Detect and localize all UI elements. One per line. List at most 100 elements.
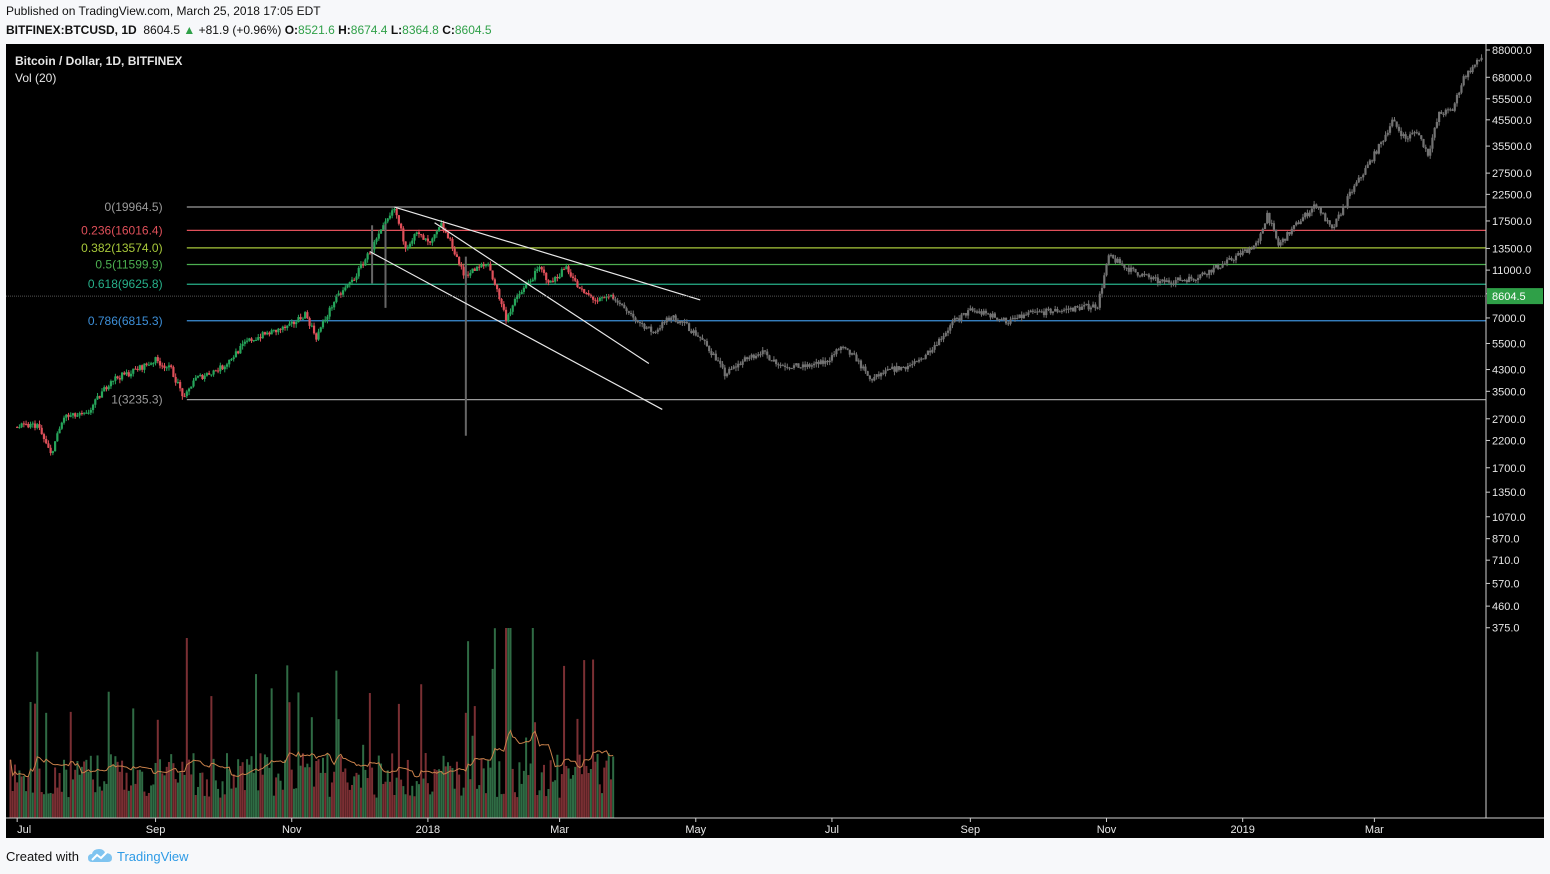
projection-candle bbox=[1054, 308, 1057, 312]
projection-candle bbox=[1127, 267, 1130, 272]
candle bbox=[60, 422, 63, 429]
volume-bar bbox=[438, 769, 441, 818]
projection-candle bbox=[1067, 308, 1070, 310]
projection-candle bbox=[1065, 308, 1068, 310]
projection-candle bbox=[1100, 287, 1104, 294]
up-arrow-icon: ▲ bbox=[183, 23, 196, 37]
projection-candle bbox=[799, 367, 802, 369]
candle bbox=[594, 299, 597, 301]
volume-bar bbox=[118, 771, 121, 818]
projection-candle bbox=[1348, 191, 1351, 197]
volume-bar bbox=[596, 753, 599, 818]
projection-candle bbox=[1125, 267, 1128, 269]
time-tick-label: Jul bbox=[825, 824, 839, 836]
price-chart[interactable]: 0(19964.5) 0.236(16016.4) 0.382(13574.0) 0.… bbox=[6, 44, 1544, 838]
projection-candle bbox=[940, 338, 943, 340]
candle bbox=[181, 388, 184, 397]
price-tick-label: 3500.0 bbox=[1492, 386, 1526, 398]
projection-candle bbox=[946, 330, 950, 333]
volume-bar bbox=[100, 790, 103, 818]
volume-bar bbox=[513, 792, 516, 818]
projection-candle bbox=[1475, 59, 1479, 65]
candle bbox=[335, 295, 338, 302]
candle bbox=[395, 208, 398, 216]
candle bbox=[455, 254, 459, 257]
projection-candle bbox=[1232, 260, 1235, 262]
projection-candle bbox=[817, 361, 820, 365]
candle bbox=[163, 365, 166, 369]
volume-bar bbox=[208, 796, 211, 818]
candle bbox=[261, 332, 264, 339]
projection-candle bbox=[670, 317, 673, 321]
volume-bar bbox=[76, 761, 79, 818]
candle bbox=[556, 276, 559, 279]
candle bbox=[129, 373, 133, 377]
candle bbox=[598, 297, 601, 302]
fib-level-label: 0.5(11599.9) bbox=[95, 257, 162, 271]
projection-candle bbox=[623, 304, 626, 309]
volume-bar bbox=[435, 770, 438, 818]
projection-candle bbox=[971, 308, 974, 311]
chart-panel[interactable]: 0(19964.5) 0.236(16016.4) 0.382(13574.0) 0.… bbox=[6, 44, 1544, 838]
projection-candle bbox=[1196, 278, 1200, 280]
projection-candle bbox=[944, 332, 947, 336]
volume-bar bbox=[65, 769, 68, 818]
projection-candle bbox=[1038, 311, 1041, 313]
low-value: 8364.8 bbox=[402, 23, 439, 37]
volume-bar bbox=[368, 693, 371, 818]
projection-candle bbox=[1241, 250, 1244, 255]
volume-bar bbox=[217, 788, 220, 818]
projection-candle bbox=[850, 353, 854, 355]
candle bbox=[252, 340, 255, 342]
projection-candle bbox=[1170, 282, 1173, 284]
volume-bar bbox=[491, 668, 494, 818]
volume-bar bbox=[27, 776, 30, 818]
candle bbox=[277, 328, 280, 333]
projection-candle bbox=[1301, 217, 1305, 222]
volume-bar bbox=[11, 791, 14, 818]
projection-candle bbox=[1346, 196, 1349, 207]
volume-bar bbox=[382, 783, 385, 818]
tradingview-link[interactable]: TradingView bbox=[117, 849, 189, 864]
candle bbox=[576, 280, 579, 288]
volume-bar bbox=[159, 759, 162, 818]
projection-candle bbox=[908, 365, 912, 367]
projection-candle bbox=[924, 354, 927, 359]
candle bbox=[259, 337, 262, 339]
projection-candle bbox=[1192, 278, 1195, 281]
volume-bar bbox=[121, 760, 124, 818]
volume-bar bbox=[45, 712, 48, 818]
projection-candle bbox=[926, 350, 930, 355]
volume-bar bbox=[225, 753, 228, 818]
candle bbox=[382, 225, 385, 230]
candle bbox=[440, 223, 443, 228]
volume-bar bbox=[308, 767, 311, 818]
candle bbox=[114, 376, 117, 381]
candle bbox=[330, 307, 334, 309]
volume-bar bbox=[107, 691, 110, 818]
candle bbox=[357, 267, 360, 277]
projection-candle bbox=[790, 368, 793, 370]
volume-bar bbox=[130, 785, 133, 818]
volume-bar bbox=[484, 793, 487, 818]
projection-candle bbox=[891, 366, 894, 370]
volume-bar bbox=[116, 761, 119, 818]
candle bbox=[435, 231, 438, 235]
volume-bar bbox=[471, 735, 474, 818]
volume-bar bbox=[455, 761, 458, 818]
projection-candle bbox=[1022, 314, 1026, 319]
projection-candle bbox=[855, 354, 858, 362]
candle bbox=[424, 238, 427, 240]
volume-bar bbox=[183, 774, 186, 818]
tradingview-cloud-icon[interactable] bbox=[87, 847, 113, 865]
candle bbox=[190, 386, 193, 389]
candle bbox=[22, 423, 25, 425]
projection-candle bbox=[893, 366, 896, 372]
candle bbox=[449, 238, 452, 240]
projection-candle bbox=[1355, 182, 1358, 186]
projection-candle bbox=[1317, 207, 1320, 209]
volume-bar bbox=[388, 781, 391, 818]
projection-candle bbox=[1440, 111, 1443, 114]
volume-bar bbox=[453, 788, 456, 818]
projection-candle bbox=[1060, 310, 1063, 312]
